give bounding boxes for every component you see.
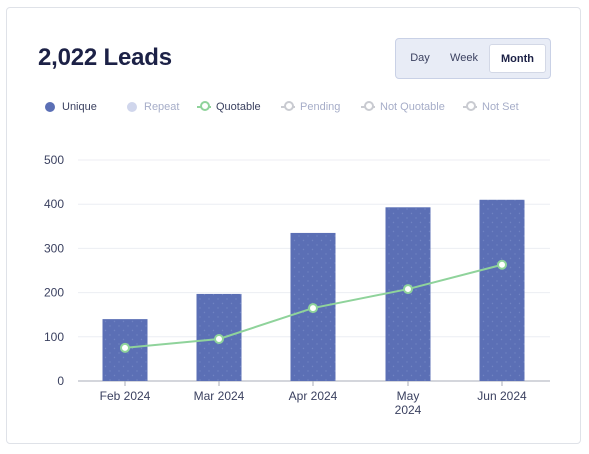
y-tick-label: 300 xyxy=(44,241,64,255)
bar-unique xyxy=(479,199,525,381)
legend-ring-icon xyxy=(200,101,210,111)
legend-label: Not Quotable xyxy=(380,101,445,113)
legend-label: Quotable xyxy=(216,101,261,113)
range-day-button[interactable]: Day xyxy=(410,52,430,64)
point-quotable xyxy=(403,284,413,295)
x-tick-label: 2024 xyxy=(395,403,422,417)
legend-dot-icon xyxy=(127,102,137,112)
legend-label: Pending xyxy=(300,101,341,113)
range-week-button[interactable]: Week xyxy=(450,52,478,64)
legend-ring-icon xyxy=(466,101,476,111)
point-quotable xyxy=(497,259,507,270)
y-tick-label: 200 xyxy=(44,286,64,300)
legend-dot-icon xyxy=(45,102,55,112)
y-tick-label: 0 xyxy=(57,374,64,388)
y-tick-label: 500 xyxy=(44,153,64,167)
legend-ring-icon xyxy=(364,101,374,111)
legend-label: Repeat xyxy=(144,101,180,113)
point-quotable xyxy=(120,342,130,353)
x-tick-label: Apr 2024 xyxy=(289,389,338,403)
point-quotable xyxy=(214,334,224,345)
page-title: 2,022 Leads xyxy=(38,44,172,71)
bar-unique xyxy=(385,207,431,381)
legend-label: Unique xyxy=(62,101,97,113)
y-tick-label: 400 xyxy=(44,197,64,211)
x-tick-label: May xyxy=(397,389,420,403)
legend-ring-icon xyxy=(284,101,294,111)
range-month-button[interactable]: Month xyxy=(489,44,546,73)
x-tick-label: Feb 2024 xyxy=(100,389,151,403)
point-quotable xyxy=(308,303,318,314)
y-tick-label: 100 xyxy=(44,330,64,344)
x-tick-label: Mar 2024 xyxy=(194,389,245,403)
x-tick-label: Jun 2024 xyxy=(477,389,527,403)
range-selector: Day Week Month xyxy=(395,38,551,79)
legend-label: Not Set xyxy=(482,101,519,113)
